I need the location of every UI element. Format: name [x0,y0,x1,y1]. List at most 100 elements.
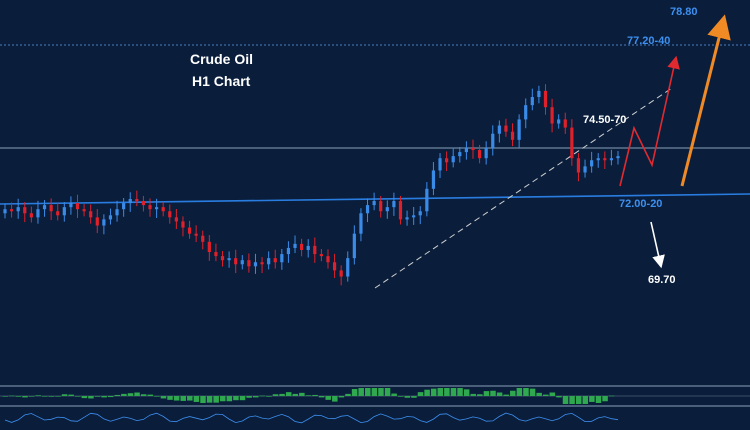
histogram-bar [160,396,167,399]
candle-body [234,258,238,265]
histogram-bar [239,396,246,401]
histogram-bar [75,396,81,397]
candle-body [267,258,271,265]
histogram-bar [430,388,437,396]
histogram-bar [523,388,529,396]
histogram-bar [312,394,318,396]
histogram-bar [404,396,411,398]
histogram-bar [437,388,444,396]
histogram-bar [94,396,101,397]
candle-body [23,207,27,214]
histogram-bar [9,395,15,397]
candle-body [451,156,455,163]
histogram-bar [28,396,35,397]
histogram-bar [562,396,569,404]
candle-body [253,262,258,267]
histogram-bar [252,396,259,398]
histogram-bar [114,394,121,396]
histogram-bar [582,396,589,404]
candle-body [286,247,291,255]
histogram-bar [147,394,154,396]
bearish-target-arrow [650,221,665,269]
histogram-bar [180,396,186,401]
histogram-bar [88,396,94,399]
histogram-bar [371,388,378,396]
candle-body [464,148,468,153]
candle-body [16,207,20,212]
histogram-bar [411,396,417,398]
candle-body [590,160,594,167]
histogram-bar [22,396,28,398]
histogram-bar [575,396,582,404]
histogram-bar [305,395,312,396]
candle-body [352,233,356,259]
histogram-bar [200,396,206,403]
histogram-bar [444,388,450,396]
candle-body [82,209,86,212]
candle-body [214,252,218,257]
histogram-bar [213,396,219,403]
candle-body [240,260,244,265]
histogram-bar [101,396,107,398]
histogram-bar [608,395,615,397]
candle-body [609,158,614,161]
histogram-bar [351,389,358,396]
histogram-bar [272,394,279,396]
candle-body [458,152,462,157]
candle-body [280,254,284,263]
histogram-bar [193,396,200,402]
candle-body [306,245,310,250]
histogram-bar [15,396,22,397]
candle-body [491,133,495,148]
candle-body [141,201,146,206]
histogram-bar [266,396,272,397]
candle-body [155,207,159,210]
oscillator-line [4,412,619,424]
histogram-bar [463,389,470,396]
histogram-bar [358,388,364,396]
candle-body [537,90,541,97]
candle-body [122,203,126,210]
histogram-bar [365,388,371,396]
candle-body [207,241,211,253]
candle-body [194,233,198,236]
histogram-bar [68,394,74,396]
histogram-bar [318,396,325,398]
candle-body [69,203,73,208]
histogram-bar [226,396,233,402]
projected-path-arrow [619,55,680,187]
candle-body [220,256,225,261]
histogram-bar [589,396,595,402]
histogram-bar [503,394,509,396]
histogram-bar [134,392,140,396]
histogram-bar [483,391,490,396]
candle-body [108,215,113,220]
histogram-bar [457,388,463,396]
candle-body [227,258,231,261]
histogram-bar [187,396,193,401]
candle-body [497,125,501,134]
candle-body [95,217,99,226]
histogram-bar [536,392,542,396]
histogram-bar [48,396,55,397]
candle-body [49,205,53,212]
candle-body [392,201,396,208]
candle-body [616,156,620,159]
chart-title-line2: H1 Chart [192,73,251,89]
histogram-bar [246,396,252,398]
candle-body [42,205,47,210]
candle-body [603,158,607,161]
histogram-bar [490,390,496,396]
histogram-bar [397,396,404,397]
histogram-bar [602,396,608,402]
histogram-bar [325,396,331,400]
candle-body [563,119,567,128]
candle-body [543,90,548,108]
histogram-bar [81,396,88,399]
candle-body [372,201,376,206]
momentum-histogram [2,388,615,404]
candle-body [438,158,442,171]
candle-body [596,158,600,161]
candle-body [346,258,350,277]
histogram-bar [55,396,61,397]
